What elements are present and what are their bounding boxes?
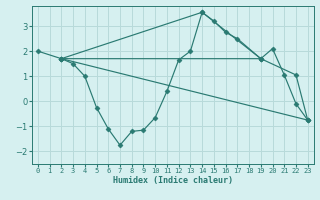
X-axis label: Humidex (Indice chaleur): Humidex (Indice chaleur) (113, 176, 233, 185)
